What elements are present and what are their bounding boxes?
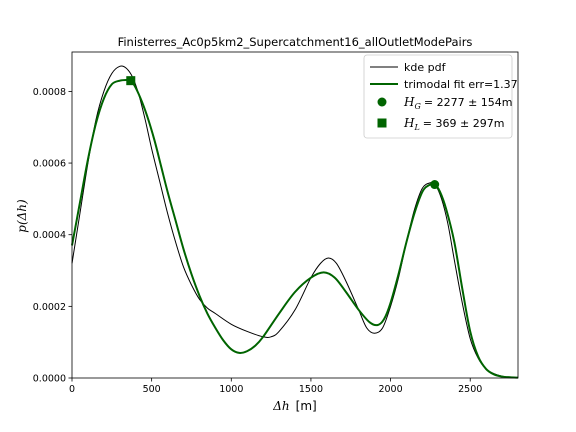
x-tick-label: 0 xyxy=(69,384,75,395)
y-axis-ticks: 0.0000 0.0002 0.0004 0.0006 0.0008 xyxy=(33,87,72,385)
axes-frame xyxy=(71,51,519,379)
x-tick-label: 2000 xyxy=(378,384,402,395)
legend-swatch-hl xyxy=(377,118,387,128)
y-tick-label: 0.0008 xyxy=(33,87,66,98)
x-tick-label: 500 xyxy=(143,384,161,395)
x-axis-label-unit: [m] xyxy=(296,399,317,413)
legend-value-hl: = 369 ± 297m xyxy=(423,117,505,130)
y-axis-label: p(Δh) xyxy=(15,199,29,233)
legend-label-kde: kde pdf xyxy=(404,61,447,74)
legend-label-fit: trimodal fit err=1.37 xyxy=(404,78,518,91)
x-tick-label: 1000 xyxy=(219,384,243,395)
markers-layer xyxy=(126,76,440,190)
legend: kde pdf trimodal fit err=1.37 HG = 2277 ±… xyxy=(363,54,518,139)
y-tick-label: 0.0002 xyxy=(33,302,66,313)
marker-hg xyxy=(430,180,440,190)
x-axis-ticks: 0 500 1000 1500 2000 2500 xyxy=(69,378,482,395)
chart-title: Finisterres_Ac0p5km2_Supercatchment16_al… xyxy=(118,35,473,49)
x-tick-label: 2500 xyxy=(458,384,482,395)
legend-label-hl: HL = 369 ± 297m xyxy=(403,116,504,132)
marker-hl xyxy=(126,76,136,86)
x-axis-label-math: Δh xyxy=(272,399,289,413)
legend-box xyxy=(363,54,513,139)
trimodal-fit-line xyxy=(71,78,519,379)
x-axis-label: Δh [m] xyxy=(272,399,316,413)
legend-swatch-hg xyxy=(377,97,387,107)
legend-label-hg: HG = 2277 ± 154m xyxy=(403,95,513,111)
x-tick-label: 1500 xyxy=(299,384,323,395)
y-tick-label: 0.0004 xyxy=(33,230,66,241)
y-tick-label: 0.0006 xyxy=(33,159,66,170)
y-tick-label: 0.0000 xyxy=(33,374,66,385)
legend-value-hg: = 2277 ± 154m xyxy=(424,96,513,109)
curves-layer xyxy=(71,65,519,379)
